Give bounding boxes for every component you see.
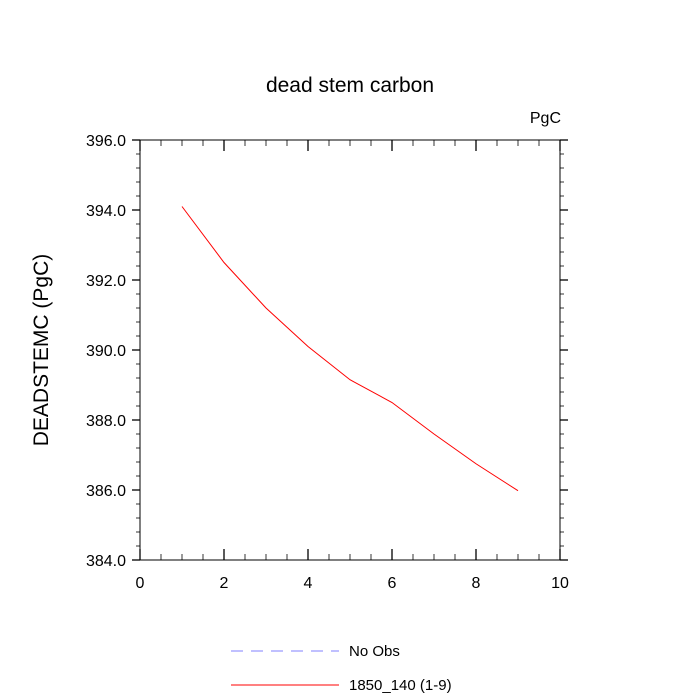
x-tick-label: 8 [472, 575, 481, 592]
plot-frame [139, 139, 561, 561]
y-tick-label: 388.0 [86, 413, 126, 430]
legend-label: No Obs [349, 643, 400, 660]
series-layer [181, 206, 519, 492]
legend-label: 1850_140 (1-9) [349, 677, 452, 694]
chart-title: dead stem carbon [266, 74, 434, 97]
y-tick-label: 394.0 [86, 203, 126, 220]
y-tick-label: 392.0 [86, 273, 126, 290]
y-tick-label: 386.0 [86, 483, 126, 500]
x-tick-label: 10 [551, 575, 569, 592]
x-axis-ticks: 0 2 4 6 8 10 [136, 140, 569, 592]
y-tick-label: 396.0 [86, 133, 126, 150]
y-tick-label: 390.0 [86, 343, 126, 360]
x-tick-label: 2 [220, 575, 229, 592]
legend: No Obs 1850_140 (1-9) [231, 643, 452, 694]
x-tick-label: 6 [388, 575, 397, 592]
units-label: PgC [530, 110, 561, 127]
y-axis-label: DEADSTEMC (PgC) [30, 254, 53, 447]
x-tick-label: 0 [136, 575, 145, 592]
x-tick-label: 4 [304, 575, 313, 592]
y-tick-label: 384.0 [86, 553, 126, 570]
y-axis-ticks: 384.0 386.0 388.0 390.0 392.0 394.0 396.0 [86, 133, 568, 570]
series-line [181, 206, 519, 492]
